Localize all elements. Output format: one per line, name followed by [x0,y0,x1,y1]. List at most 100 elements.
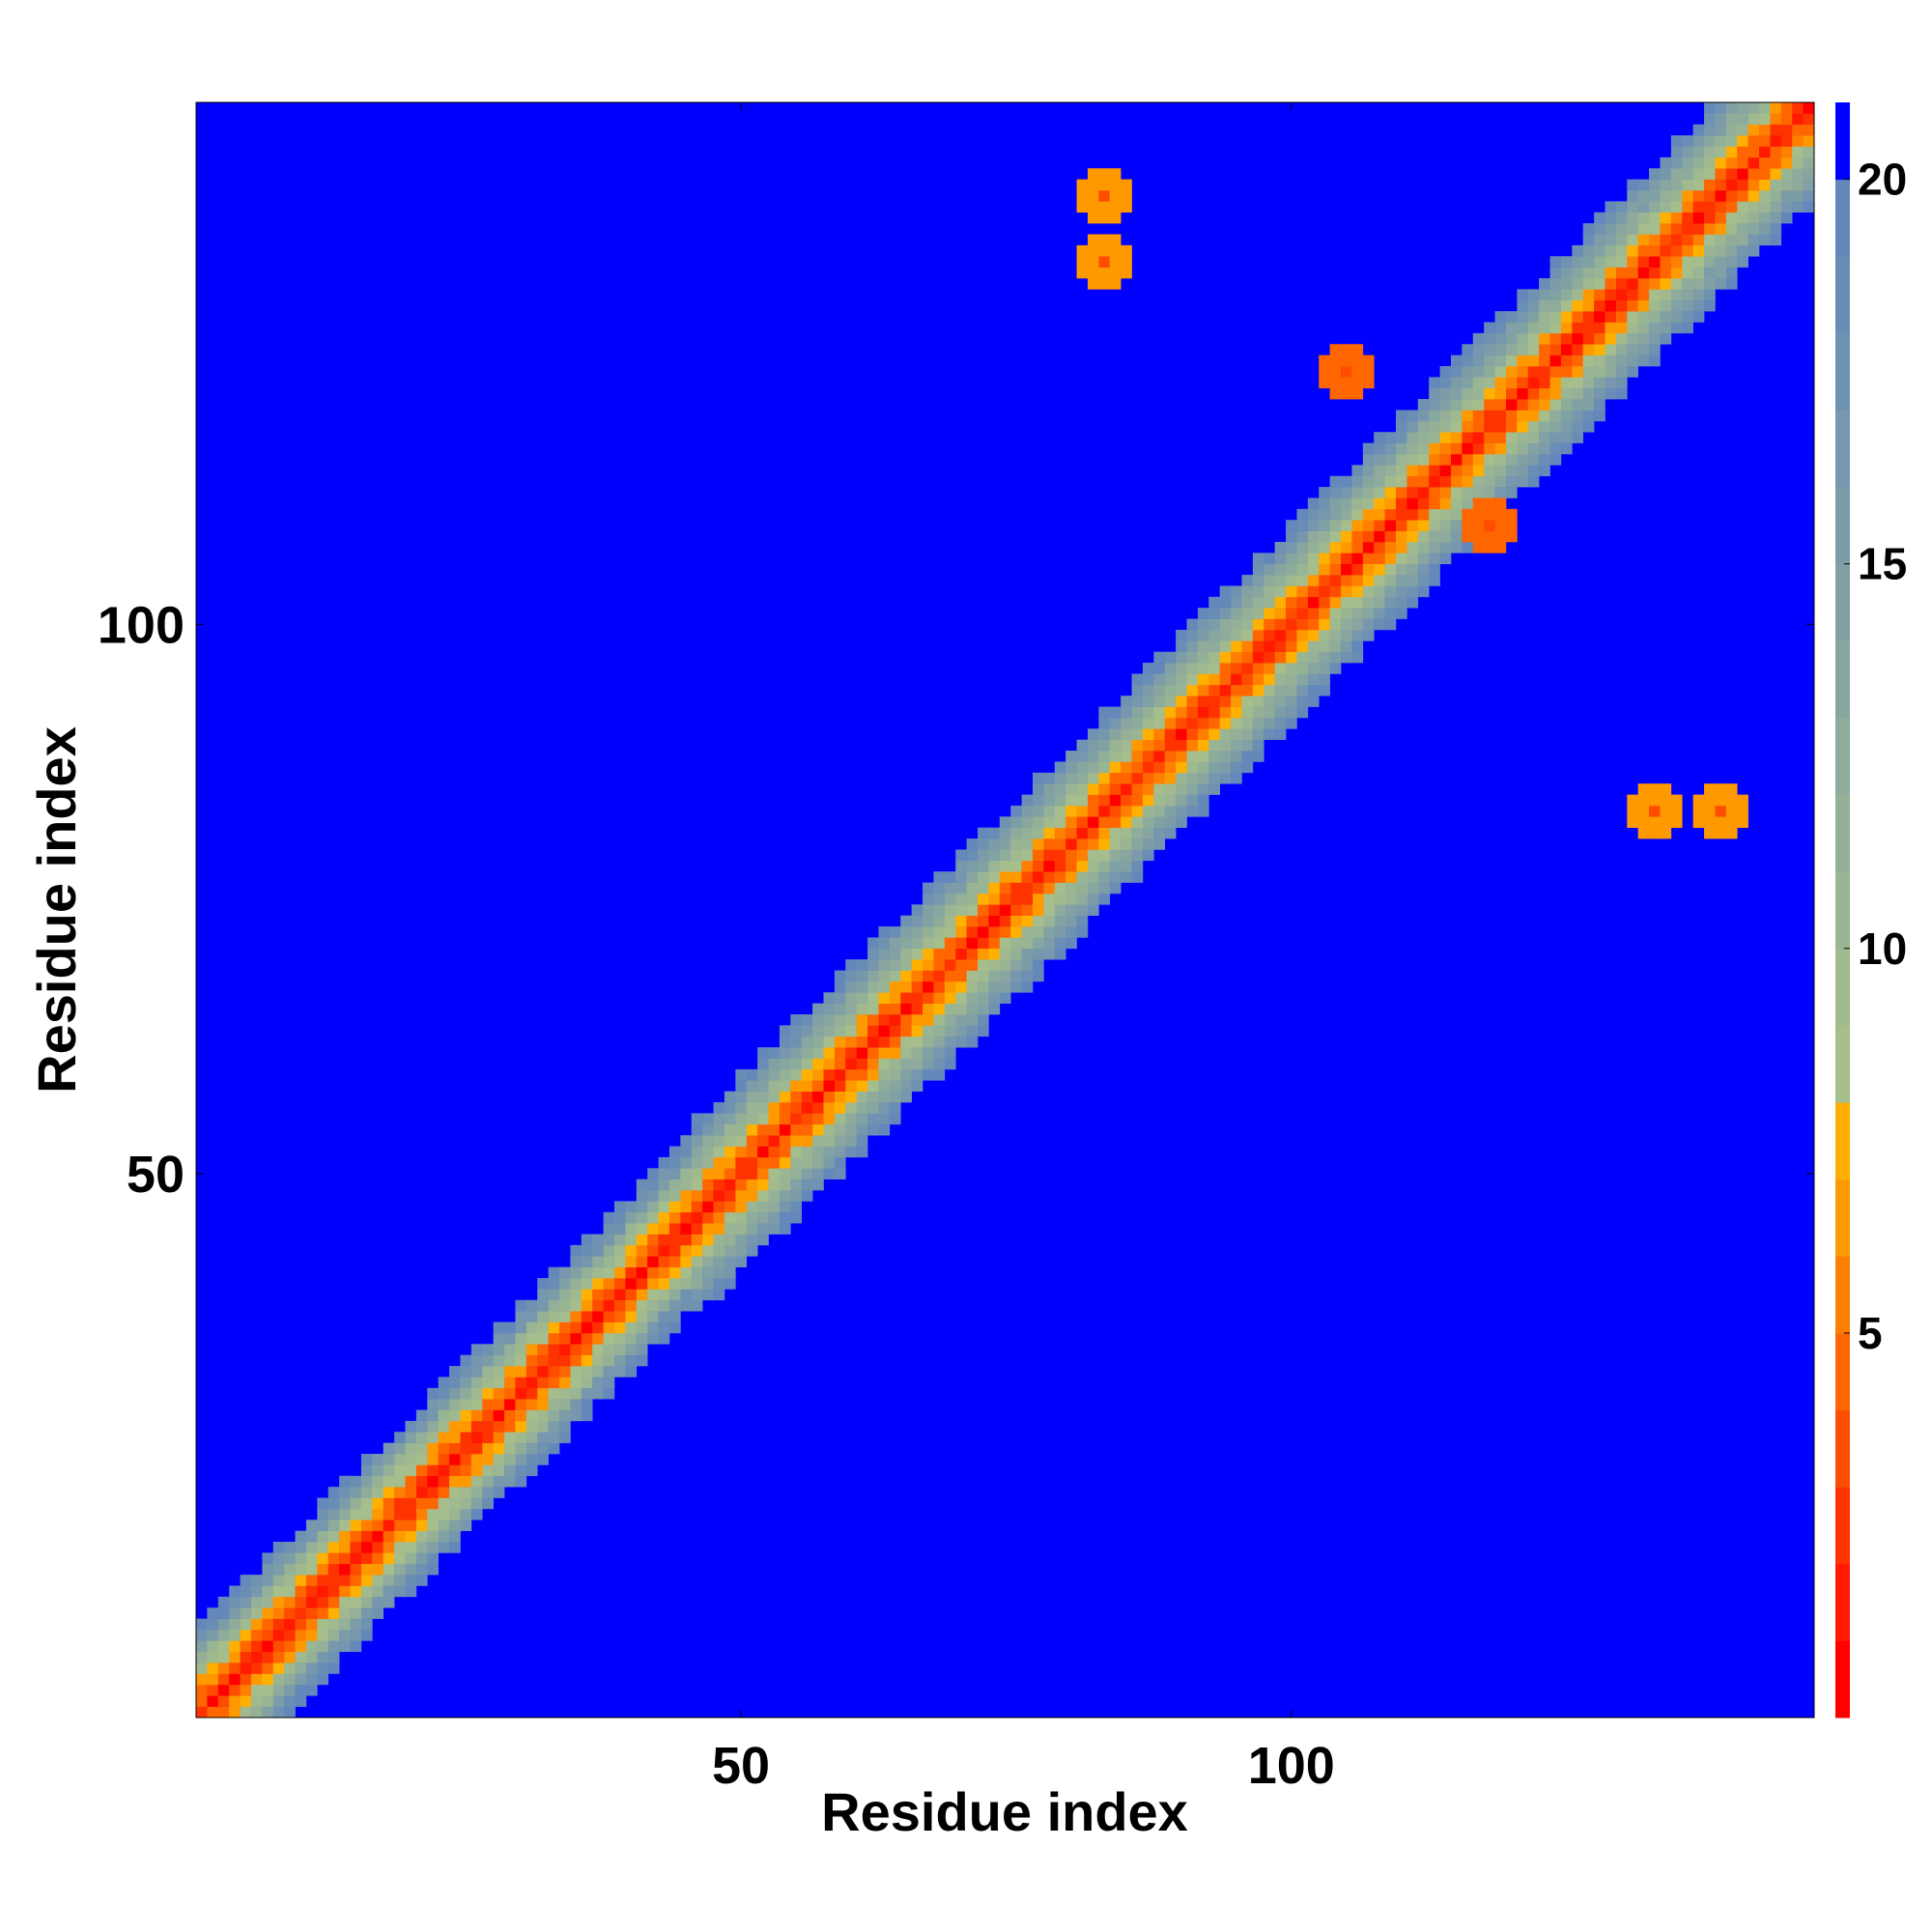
heatmap-cell [1704,179,1716,191]
heatmap-cell [1472,365,1485,378]
x-axis: 50 100 Residue index [712,102,1335,1842]
heatmap-cell [668,1156,681,1169]
heatmap-cell [658,1244,670,1257]
heatmap-cell [1351,575,1364,586]
heatmap-cell [812,1156,824,1169]
heatmap-cell [1098,805,1111,817]
heatmap-cell [834,1068,846,1081]
heatmap-cell [1231,761,1242,774]
heatmap-cell [1186,696,1199,707]
heatmap-cell [1329,640,1342,653]
heatmap-cell [1307,541,1320,554]
heatmap-cell [889,1036,901,1048]
heatmap-cell [360,1464,373,1477]
heatmap-cell [339,1575,351,1586]
heatmap-cell [658,1211,670,1224]
heatmap-cell [1241,629,1254,641]
heatmap-cell [1539,399,1550,411]
heatmap-cell [1582,289,1595,301]
heatmap-cell [504,1454,516,1465]
heatmap-cell [360,1454,373,1465]
heatmap-cell [812,1025,824,1037]
heatmap-cell [735,1234,748,1246]
heatmap-cell [1605,387,1617,400]
heatmap-cell [845,1068,857,1081]
heatmap-cell [1682,322,1693,334]
heatmap-cell [284,1651,296,1663]
heatmap-cell [1384,585,1397,598]
heatmap-cell [383,1508,395,1520]
heatmap-cell [1043,783,1056,795]
heatmap-cell [592,1311,604,1322]
heatmap-cell [1429,377,1440,389]
heatmap-cell [1649,189,1661,202]
heatmap-cell [1121,805,1132,817]
heatmap-cell [1747,124,1760,136]
heatmap-cell [1010,882,1022,895]
heatmap-cell [1186,640,1199,653]
heatmap-cell [1572,377,1584,389]
heatmap-cell [339,1563,351,1576]
heatmap-cell [470,1508,483,1520]
heatmap-cell [1197,608,1209,619]
heatmap-cell [658,1332,670,1345]
heatmap-cell [1682,223,1693,235]
heatmap-cell [1747,179,1760,191]
heatmap-cell [1484,453,1495,466]
heatmap-cell [801,1091,813,1103]
heatmap-cell [295,1596,307,1608]
heatmap-cell [1670,179,1683,191]
heatmap-contact-cell [1637,816,1650,828]
heatmap-cell [1494,487,1507,498]
heatmap-cell [1494,475,1507,488]
heatmap-cell [548,1344,560,1355]
heatmap-cell [878,970,891,982]
heatmap-cell [1329,497,1342,510]
heatmap-cell [603,1299,615,1312]
heatmap-cell [1527,475,1540,488]
heatmap-cell [1615,299,1628,312]
heatmap-cell [790,1113,803,1125]
heatmap-cell [1296,553,1309,565]
heatmap-cell [1341,651,1352,664]
heatmap-cell [1307,608,1320,619]
heatmap-cell [889,1091,901,1103]
heatmap-cell [1560,332,1573,345]
heatmap-cell [217,1607,230,1619]
heatmap-cell [493,1366,505,1378]
heatmap-cell [1065,915,1077,927]
heatmap-cell [262,1651,274,1663]
heatmap-contact-cell [1660,827,1672,839]
heatmap-cell [1627,289,1638,301]
heatmap-cell [823,1047,836,1059]
heatmap-cell [867,937,879,950]
heatmap-cell [1164,827,1177,839]
heatmap-cell [1153,696,1166,707]
heatmap-contact-cell [1351,365,1364,378]
heatmap-cell [1429,508,1440,521]
heatmap-cell [1704,244,1716,257]
heatmap-cell [217,1684,230,1696]
heatmap-cell [383,1454,395,1465]
heatmap-cell [1219,640,1232,653]
heatmap-cell [394,1432,406,1443]
heatmap-cell [1142,761,1154,774]
heatmap-cell [493,1377,505,1389]
heatmap-cell [592,1387,604,1400]
heatmap-cell [1660,201,1672,213]
heatmap-cell [1704,189,1716,202]
heatmap-cell [713,1156,725,1169]
heatmap-cell [658,1223,670,1235]
heatmap-cell [526,1344,538,1355]
heatmap-cell [1715,223,1727,235]
heatmap-cell [779,1179,791,1191]
heatmap-cell [867,1102,879,1114]
heatmap-cell [1627,322,1638,334]
heatmap-cell [305,1618,318,1631]
heatmap-cell [603,1266,615,1279]
heatmap-cell [1329,563,1342,576]
heatmap-cell [327,1630,340,1641]
heatmap-cell [1692,179,1705,191]
heatmap-cell [1539,365,1550,378]
heatmap-cell [911,1068,923,1081]
